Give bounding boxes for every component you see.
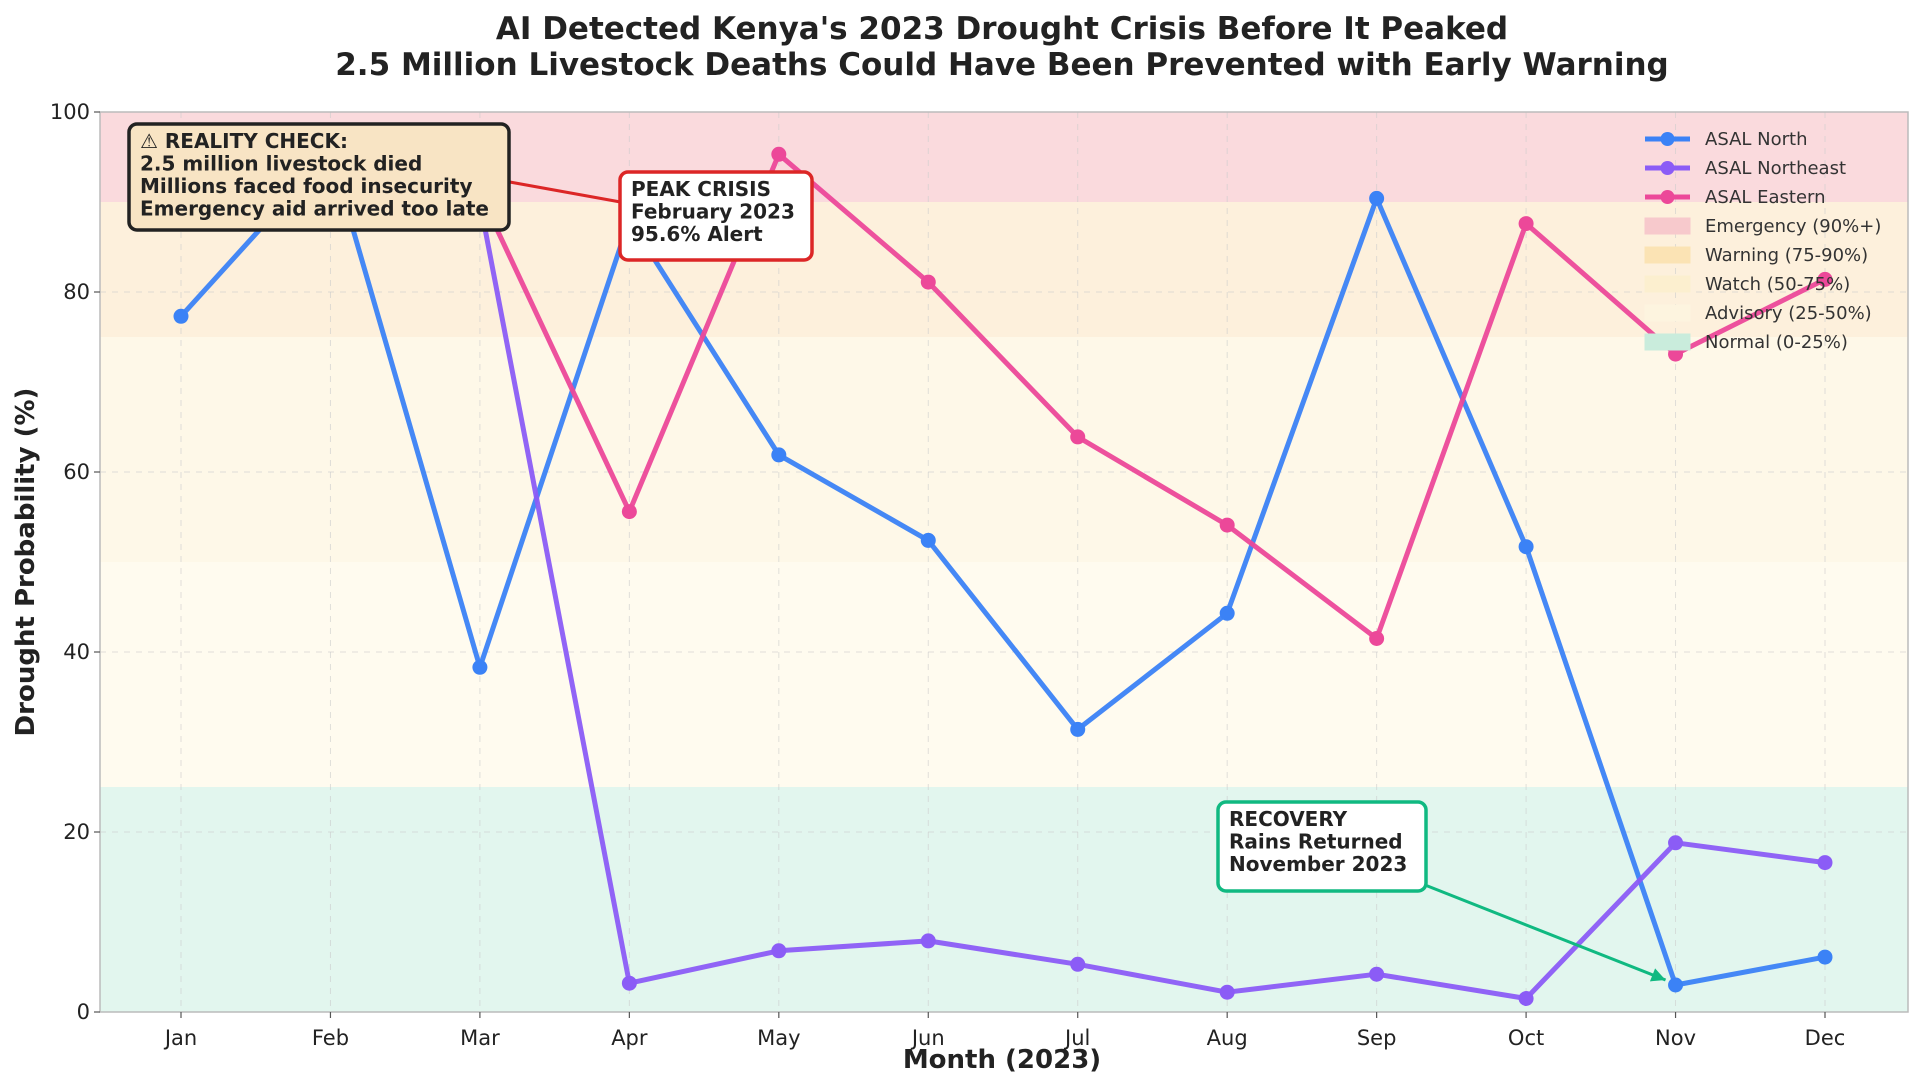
y-tick-label: 60 xyxy=(63,460,90,484)
y-tick-label: 40 xyxy=(63,640,90,664)
band-normal xyxy=(100,787,1908,1012)
y-tick-label: 80 xyxy=(63,280,90,304)
legend-label-advisory: Advisory (25-50%) xyxy=(1705,303,1872,324)
annotation-text-recovery: Rains Returned xyxy=(1229,830,1403,854)
data-point-asal-eastern xyxy=(1219,517,1235,533)
data-point-asal-eastern xyxy=(920,274,936,290)
threshold-bands xyxy=(100,112,1908,1012)
x-tick-label: Jul xyxy=(1063,1026,1090,1050)
data-point-asal-northeast xyxy=(1219,984,1235,1000)
y-axis-label: Drought Probability (%) xyxy=(11,388,41,737)
x-tick-label: Sep xyxy=(1357,1026,1397,1050)
band-advisory xyxy=(100,562,1908,787)
annotations: ⚠ REALITY CHECK:2.5 million livestock di… xyxy=(127,122,1667,982)
legend-swatch-emergency xyxy=(1644,217,1691,235)
series-line-asal-north xyxy=(179,149,1826,988)
annotation-text-peak-crisis: PEAK CRISIS xyxy=(631,177,771,201)
annotation-text-recovery: RECOVERY xyxy=(1229,807,1348,831)
x-tick-label: Jan xyxy=(163,1026,197,1050)
data-point-asal-eastern xyxy=(1070,429,1086,445)
annotation-text-reality-check: ⚠ REALITY CHECK: xyxy=(140,129,348,153)
legend-label-asal-eastern: ASAL Eastern xyxy=(1705,187,1826,208)
data-point-asal-northeast xyxy=(1817,855,1833,871)
data-point-asal-northeast xyxy=(1518,991,1534,1006)
data-point-asal-north xyxy=(1668,977,1684,993)
x-tick-label: Aug xyxy=(1207,1026,1248,1050)
legend-label-warning: Warning (75-90%) xyxy=(1705,245,1868,266)
annotation-text-reality-check: Millions faced food insecurity xyxy=(140,174,473,198)
legend-label-asal-north: ASAL North xyxy=(1705,129,1807,150)
x-tick-label: May xyxy=(757,1026,800,1050)
legend-label-watch: Watch (50-75%) xyxy=(1705,274,1850,295)
annotation-text-recovery: November 2023 xyxy=(1229,852,1407,876)
grid-lines xyxy=(100,111,1908,1013)
legend-swatch-advisory xyxy=(1644,304,1691,322)
x-tick-label: Jun xyxy=(910,1026,945,1050)
legend-swatch-warning xyxy=(1644,246,1691,264)
annotation-text-peak-crisis: February 2023 xyxy=(631,200,795,224)
annotation-text-peak-crisis: 95.6% Alert xyxy=(631,222,763,246)
legend-swatch-watch xyxy=(1644,275,1691,293)
y-axis-ticks: 0 20 40 60 80 100 xyxy=(50,100,100,1024)
x-axis-label: Month (2023) xyxy=(903,1045,1101,1075)
legend-label-normal: Normal (0-25%) xyxy=(1705,332,1848,353)
band-watch xyxy=(100,337,1908,562)
annotation-reality-check: ⚠ REALITY CHECK:2.5 million livestock di… xyxy=(127,122,511,232)
data-point-asal-northeast xyxy=(771,943,787,959)
data-point-asal-eastern xyxy=(1817,271,1833,287)
data-point-asal-north xyxy=(1369,190,1385,206)
x-tick-label: Feb xyxy=(312,1026,349,1050)
annotation-text-reality-check: 2.5 million livestock died xyxy=(140,152,422,176)
data-point-asal-northeast xyxy=(1369,966,1385,982)
data-point-asal-north xyxy=(173,308,189,324)
y-tick-label: 20 xyxy=(63,820,90,844)
annotation-box-recovery xyxy=(1216,800,1428,893)
annotation-box-peak-crisis xyxy=(618,170,814,262)
data-point-asal-northeast xyxy=(1070,956,1086,972)
chart-subtitle: 2.5 Million Livestock Deaths Could Have … xyxy=(335,47,1669,83)
legend-label-asal-northeast: ASAL Northeast xyxy=(1705,158,1846,179)
recovery-arrowhead xyxy=(1649,968,1666,982)
chart-title: AI Detected Kenya's 2023 Drought Crisis … xyxy=(496,11,1508,47)
data-point-asal-eastern xyxy=(1518,216,1534,232)
legend-marker-asal-north xyxy=(1660,132,1675,146)
data-point-asal-northeast xyxy=(1668,835,1684,851)
x-tick-label: Apr xyxy=(611,1026,648,1050)
data-point-asal-north xyxy=(1219,605,1235,621)
annotation-text-reality-check: Emergency aid arrived too late xyxy=(140,197,489,221)
legend-marker-asal-northeast xyxy=(1660,161,1675,175)
data-point-asal-north xyxy=(472,659,488,675)
x-tick-label: Nov xyxy=(1655,1026,1696,1050)
legend-marker-asal-eastern xyxy=(1660,190,1675,204)
recovery-arrow xyxy=(1424,883,1667,982)
y-tick-label: 0 xyxy=(77,1000,90,1024)
x-tick-label: Oct xyxy=(1508,1026,1544,1050)
legend-label-emergency: Emergency (90%+) xyxy=(1705,216,1881,237)
data-point-asal-eastern xyxy=(1369,631,1385,646)
data-point-asal-north xyxy=(1518,539,1534,555)
data-point-asal-north xyxy=(920,532,936,548)
data-point-asal-northeast xyxy=(621,975,637,991)
x-tick-label: Mar xyxy=(460,1026,500,1050)
y-tick-label: 100 xyxy=(50,100,90,124)
data-point-asal-north xyxy=(771,447,787,463)
x-tick-label: Dec xyxy=(1805,1026,1846,1050)
legend: ASAL North ASAL Northeast ASAL Eastern Emer… xyxy=(1644,129,1881,353)
plot-frame xyxy=(99,111,1909,1013)
legend-swatch-normal xyxy=(1644,333,1691,351)
data-point-asal-eastern xyxy=(771,146,787,162)
annotation-box-reality-check xyxy=(127,122,511,232)
data-point-asal-eastern xyxy=(621,504,637,520)
x-axis-ticks: Jan Feb Mar Apr May Jun Jul Aug Sep Oct Nov Dec xyxy=(163,1012,1846,1050)
data-point-asal-north xyxy=(1070,721,1086,737)
data-point-asal-northeast xyxy=(920,933,936,949)
data-point-asal-north xyxy=(1817,949,1833,965)
